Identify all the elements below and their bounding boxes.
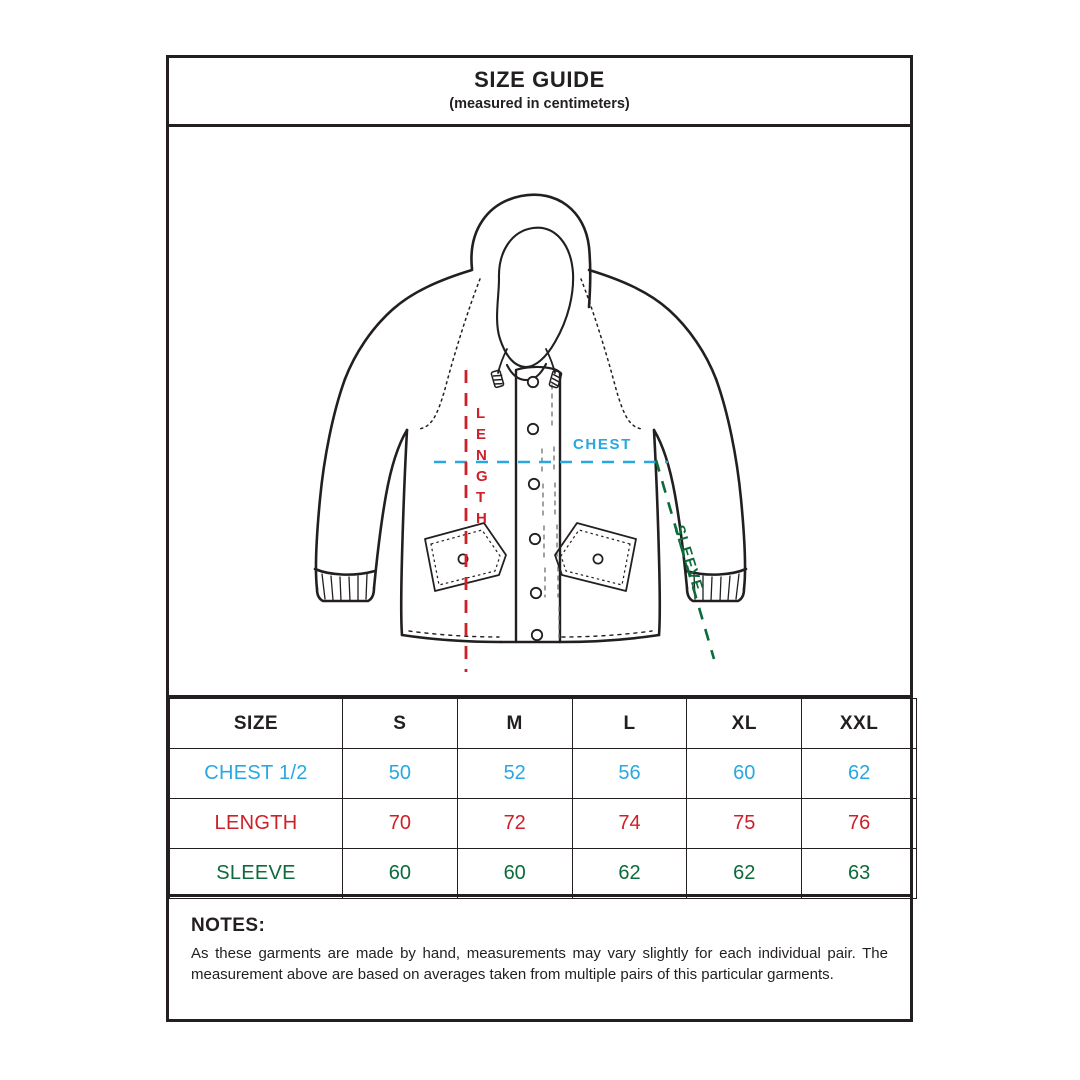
header: SIZE GUIDE (measured in centimeters) (169, 58, 910, 127)
size-table: SIZE S M L XL XXL CHEST 1/2 50 52 56 60 … (169, 698, 917, 899)
table-row: CHEST 1/2 50 52 56 60 62 (169, 748, 917, 799)
table-header-s: S (342, 698, 458, 749)
sleeve-annotation-label: SLEEVE (670, 523, 706, 594)
notes-section: NOTES: As these garments are made by han… (169, 894, 910, 1019)
svg-text:E: E (476, 426, 486, 443)
page-title: SIZE GUIDE (474, 67, 605, 93)
row-label-chest: CHEST 1/2 (169, 748, 343, 799)
cell-length-m: 72 (456, 798, 573, 849)
table-header-l: L (571, 698, 688, 749)
svg-text:N: N (476, 447, 487, 464)
notes-title: NOTES: (191, 915, 266, 936)
cell-chest-s: 50 (342, 748, 458, 799)
jacket-illustration-panel: CHEST L E N G T H SLEEVE (169, 127, 910, 698)
jacket-technical-drawing: CHEST L E N G T H SLEEVE (313, 193, 748, 672)
cell-sleeve-xxl: 63 (801, 848, 917, 899)
cell-sleeve-m: 60 (456, 848, 573, 899)
table-header-xl: XL (686, 698, 803, 749)
cell-length-xxl: 76 (801, 798, 917, 849)
svg-text:T: T (476, 489, 485, 506)
chest-annotation-label: CHEST (573, 436, 632, 453)
cell-chest-xl: 60 (686, 748, 803, 799)
svg-text:L: L (476, 405, 485, 422)
cell-chest-xxl: 62 (801, 748, 917, 799)
cell-chest-l: 56 (571, 748, 688, 799)
svg-text:H: H (476, 510, 487, 527)
page-subtitle: (measured in centimeters) (449, 95, 630, 112)
cell-sleeve-xl: 62 (686, 848, 803, 899)
table-header-size: SIZE (169, 698, 343, 749)
cell-length-s: 70 (342, 798, 458, 849)
table-header-row: SIZE S M L XL XXL (169, 698, 917, 749)
svg-text:G: G (476, 468, 488, 485)
table-row: SLEEVE 60 60 62 62 63 (169, 848, 917, 899)
table-header-m: M (456, 698, 573, 749)
cell-length-xl: 75 (686, 798, 803, 849)
length-annotation-label: L E N G T H (476, 405, 488, 527)
row-label-length: LENGTH (169, 798, 343, 849)
notes-body: As these garments are made by hand, meas… (191, 945, 888, 984)
cell-sleeve-s: 60 (342, 848, 458, 899)
cell-sleeve-l: 62 (571, 848, 688, 899)
cell-length-l: 74 (571, 798, 688, 849)
table-header-xxl: XXL (801, 698, 917, 749)
row-label-sleeve: SLEEVE (169, 848, 343, 899)
cell-chest-m: 52 (456, 748, 573, 799)
table-row: LENGTH 70 72 74 75 76 (169, 798, 917, 849)
size-guide-card: SIZE GUIDE (measured in centimeters) (166, 55, 917, 1022)
